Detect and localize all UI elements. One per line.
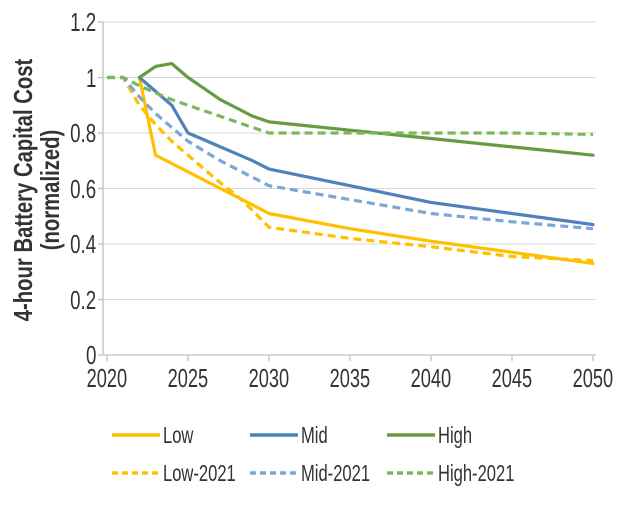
y-tick-label-text: 0.2 bbox=[69, 284, 96, 315]
y-tick-label-text: 1 bbox=[85, 62, 96, 93]
x-tick-label-2050: 2050 bbox=[553, 365, 624, 391]
legend-label-mid-2021: Mid-2021 bbox=[301, 459, 371, 486]
x-tick-label-text: 2045 bbox=[491, 363, 533, 393]
y-tick-label-0.2: 0.2 bbox=[30, 287, 96, 313]
y-tick-label-text: 0.8 bbox=[69, 118, 96, 148]
x-tick-label-2045: 2045 bbox=[472, 365, 552, 391]
x-tick-label-text: 2040 bbox=[410, 363, 452, 393]
x-tick-label-text: 2050 bbox=[572, 363, 614, 393]
y-tick-label-1.2: 1.2 bbox=[30, 9, 96, 35]
y-tick-label-text: 0 bbox=[85, 340, 96, 370]
series-line-high bbox=[137, 61, 595, 157]
series-line-mid bbox=[137, 75, 595, 227]
legend-marker-low-2021-icon bbox=[112, 471, 160, 475]
x-tick-label-2025: 2025 bbox=[148, 365, 228, 391]
legend-item-low: Low bbox=[112, 421, 205, 449]
legend-label-high: High bbox=[438, 421, 473, 448]
legend-item-high-2021: High-2021 bbox=[387, 459, 544, 487]
legend-item-mid-2021: Mid-2021 bbox=[250, 459, 397, 487]
x-tick-label-text: 2030 bbox=[248, 363, 290, 393]
legend-label-low: Low bbox=[163, 421, 194, 448]
x-tick-label-text: 2035 bbox=[329, 363, 371, 393]
x-tick-label-2030: 2030 bbox=[229, 365, 309, 391]
y-tick-label-1: 1 bbox=[30, 65, 96, 91]
legend-marker-high-2021-icon bbox=[387, 471, 435, 475]
x-tick-label-2040: 2040 bbox=[391, 365, 471, 391]
y-tick-label-text: 1.2 bbox=[69, 7, 96, 37]
series-line-low-2021 bbox=[107, 75, 594, 263]
series-line-low bbox=[137, 75, 595, 265]
series-line-high-2021 bbox=[107, 75, 594, 136]
y-tick-label-0.4: 0.4 bbox=[30, 231, 96, 257]
legend-marker-mid-icon bbox=[250, 433, 298, 437]
y-tick-label-text: 0.6 bbox=[69, 173, 96, 204]
y-tick-label-0: 0 bbox=[30, 342, 96, 368]
x-tick-label-text: 2020 bbox=[86, 363, 128, 393]
legend-marker-mid-2021-icon bbox=[250, 471, 298, 475]
legend-item-low-2021: Low-2021 bbox=[112, 459, 264, 487]
legend-label-low-2021: Low-2021 bbox=[163, 459, 236, 486]
legend-label-mid: Mid bbox=[301, 421, 328, 448]
legend-item-high: High bbox=[387, 421, 485, 449]
legend-item-mid: Mid bbox=[250, 421, 338, 449]
legend-marker-high-icon bbox=[387, 433, 435, 437]
series-line-mid-2021 bbox=[107, 75, 594, 231]
y-tick-label-0.6: 0.6 bbox=[30, 176, 96, 202]
legend-marker-low-icon bbox=[112, 433, 160, 437]
x-tick-label-2020: 2020 bbox=[67, 365, 147, 391]
legend-label-high-2021: High-2021 bbox=[438, 459, 515, 486]
y-tick-label-0.8: 0.8 bbox=[30, 120, 96, 146]
x-tick-label-2035: 2035 bbox=[310, 365, 390, 391]
y-tick-label-text: 0.4 bbox=[69, 229, 96, 259]
x-tick-label-text: 2025 bbox=[167, 363, 209, 393]
